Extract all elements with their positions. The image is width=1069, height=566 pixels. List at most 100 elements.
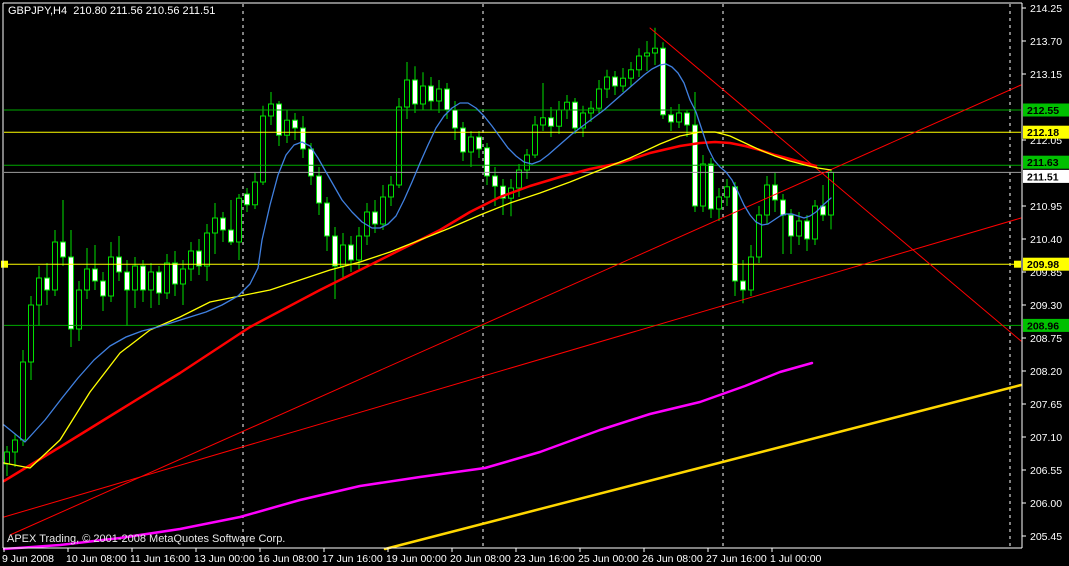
ma-magenta-line: [2, 361, 814, 551]
price-level-label: 208.96: [1027, 320, 1059, 332]
candle-bearish: [372, 211, 378, 225]
symbol-ohlc-header: GBPJPY,H4 210.80 211.56 210.56 211.51: [8, 5, 216, 17]
candle-bullish: [620, 77, 626, 87]
candle-bearish: [140, 265, 146, 291]
candle-bearish: [308, 148, 314, 177]
candle-bearish: [772, 184, 778, 201]
time-axis[interactable]: [3, 548, 773, 552]
candle-bearish: [324, 202, 330, 237]
candle-bullish: [28, 304, 34, 363]
candle-bearish: [500, 185, 506, 199]
candle-bullish: [284, 119, 290, 136]
candle-bearish: [68, 256, 74, 330]
candle-bearish: [156, 271, 162, 294]
candle-bullish: [532, 124, 538, 156]
candle-bullish: [796, 220, 802, 237]
candle-bearish: [740, 280, 746, 291]
candle-bearish: [92, 268, 98, 282]
price-level-label: 211.63: [1027, 157, 1059, 169]
candle-bearish: [732, 186, 738, 282]
candle-bullish: [76, 289, 82, 330]
price-axis-label: 213.70: [1030, 36, 1062, 48]
candle-bullish: [404, 79, 410, 108]
candle-bullish: [180, 268, 186, 285]
plot-border: [2, 2, 1023, 549]
candle-bearish: [804, 220, 810, 240]
trendline-ascending-red-2[interactable]: [3, 217, 1022, 518]
candle-bullish: [396, 106, 402, 186]
candle-bearish: [572, 101, 578, 129]
price-level-label-box: [1023, 318, 1069, 332]
candle-bullish: [564, 101, 570, 111]
candle-bearish: [300, 127, 306, 150]
candle-bearish: [332, 235, 338, 267]
candle-bearish: [460, 127, 466, 153]
candle-bullish: [468, 136, 474, 153]
candle-bullish: [628, 69, 634, 79]
trendline-ascending-gold[interactable]: [383, 383, 1023, 551]
candle-bullish: [4, 451, 10, 465]
price-axis-label: 208.20: [1030, 366, 1062, 378]
trendline-descending-red[interactable]: [649, 27, 1022, 342]
candle-bearish: [684, 112, 690, 126]
ma-blue-line: [3, 63, 832, 443]
candle-bearish: [100, 280, 106, 297]
candle-bullish: [420, 85, 426, 105]
candle-bearish: [316, 175, 322, 204]
candle-bullish: [580, 112, 586, 129]
price-axis-label: 213.15: [1030, 69, 1062, 81]
candle-bullish: [20, 361, 26, 441]
candle-bearish: [292, 119, 298, 129]
candle-bearish: [44, 277, 50, 291]
time-axis-label: 13 Jun 00:00: [194, 553, 255, 565]
candle-bearish: [476, 136, 482, 150]
candle-bullish: [556, 109, 562, 127]
candle-bullish: [260, 115, 266, 183]
price-level-label: 212.18: [1027, 127, 1059, 139]
candle-bullish: [636, 55, 642, 71]
candle-bearish: [548, 117, 554, 127]
candle-bullish: [132, 265, 138, 291]
candle-bullish: [188, 250, 194, 270]
time-axis-label: 16 Jun 08:00: [258, 553, 319, 565]
current-price-label: 211.51: [1027, 171, 1059, 183]
candle-bullish: [588, 107, 594, 114]
price-axis-label: 210.40: [1030, 234, 1062, 246]
candle-bullish: [700, 163, 706, 207]
candle-bullish: [652, 47, 658, 54]
candle-bullish: [516, 169, 522, 189]
price-axis-label: 207.10: [1030, 432, 1062, 444]
trendline-ascending-red-1[interactable]: [9, 84, 1022, 536]
candle-bearish: [484, 147, 490, 177]
candle-bullish: [388, 184, 394, 198]
candle-bearish: [428, 85, 434, 102]
candle-bullish: [84, 268, 90, 291]
candle-bearish: [244, 193, 250, 206]
candle-bearish: [820, 205, 826, 216]
candle-bullish: [252, 181, 258, 206]
candle-bullish: [604, 76, 610, 90]
candle-bullish: [52, 241, 58, 291]
price-level-label-box: [1023, 103, 1069, 117]
candle-bullish: [164, 262, 170, 294]
candle-bearish: [660, 47, 666, 116]
candle-bullish: [380, 196, 386, 225]
candle-bullish: [36, 277, 42, 306]
time-axis-label: 9 Jun 2008: [2, 553, 54, 565]
time-axis-label: 1 Jul 00:00: [770, 553, 822, 565]
price-axis-label: 206.55: [1030, 465, 1062, 477]
price-axis-label: 207.65: [1030, 399, 1062, 411]
candle-bullish: [748, 256, 754, 291]
line-anchor-handle[interactable]: [1, 260, 8, 268]
candle-bullish: [436, 88, 442, 102]
price-level-label: 212.55: [1027, 105, 1059, 117]
candle-bearish: [788, 214, 794, 237]
candle-bearish: [452, 109, 458, 129]
line-anchor-handle[interactable]: [1014, 260, 1021, 268]
candle-bearish: [220, 217, 226, 231]
price-axis[interactable]: [1022, 7, 1026, 537]
candle-bullish: [12, 439, 18, 453]
